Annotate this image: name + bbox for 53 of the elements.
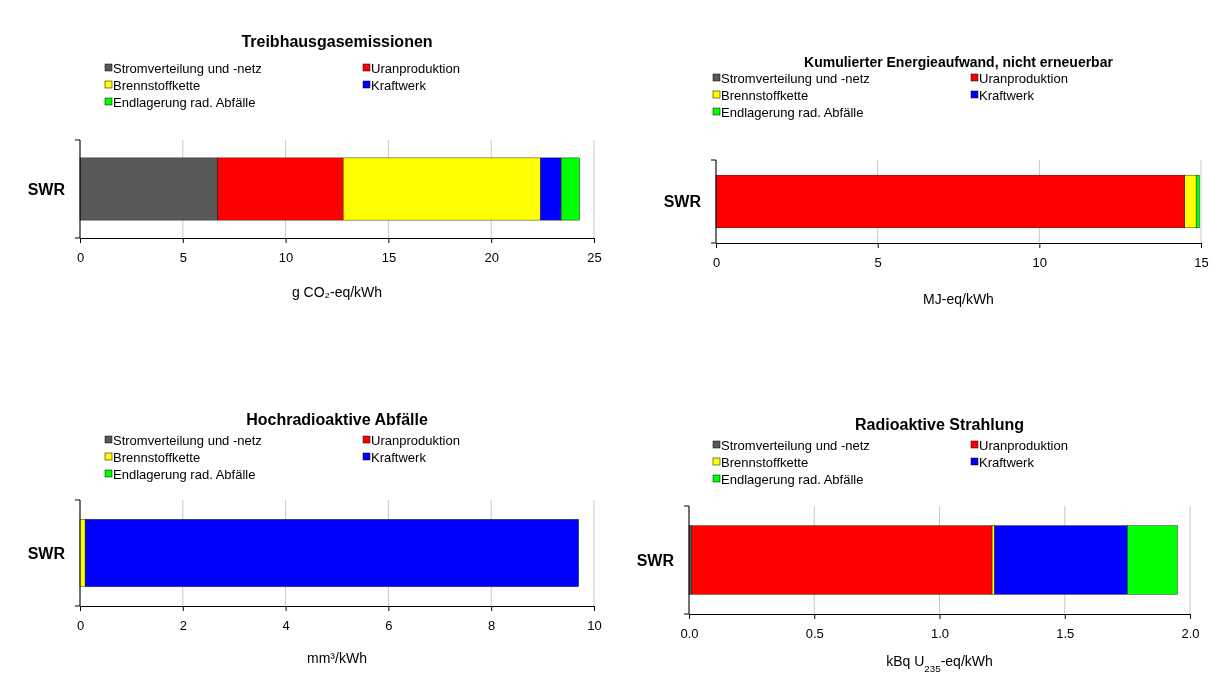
x-tick-label: 15 <box>381 249 397 265</box>
x-axis-title: mm³/kWh <box>307 650 367 666</box>
x-tick-label: 0 <box>712 254 721 270</box>
x-tick-label: 10 <box>587 617 602 633</box>
x-tick-label: 0 <box>76 617 85 633</box>
chart-title: Hochradioaktive Abfälle <box>246 411 428 428</box>
legend-label: Uranproduktion <box>371 60 460 76</box>
legend-label: Stromverteilung und -netz <box>721 437 870 453</box>
x-tick-label: 1.0 <box>930 625 950 641</box>
legend-label: Brennstoffkette <box>113 77 201 93</box>
legend-label: Kraftwerk <box>979 454 1035 470</box>
legend-label: Endlagerung rad. Abfälle <box>113 94 256 110</box>
legend-label: Endlagerung rad. Abfälle <box>721 471 864 487</box>
legend-label: Kraftwerk <box>979 87 1035 103</box>
x-tick-label: 0.0 <box>680 625 699 641</box>
x-axis-title: MJ-eq/kWh <box>923 291 994 307</box>
legend-label: Endlagerung rad. Abfälle <box>721 104 864 120</box>
y-tick-label: SWR <box>636 551 675 569</box>
x-tick-label: 10 <box>1032 254 1048 270</box>
legend-label: Stromverteilung und -netz <box>113 432 262 448</box>
y-tick-label: SWR <box>27 180 66 198</box>
legend-label: Uranproduktion <box>979 437 1068 453</box>
x-tick-label: 8 <box>488 617 496 633</box>
x-tick-label: 20 <box>484 249 499 265</box>
x-tick-label: 15 <box>1194 254 1209 270</box>
legend-label: Brennstoffkette <box>113 449 201 465</box>
legend-label: Uranproduktion <box>371 432 460 448</box>
legend-label: Kraftwerk <box>371 77 427 93</box>
chart-title: Kumulierter Energieaufwand, nicht erneuerbar <box>804 54 1114 70</box>
x-tick-label: 10 <box>278 249 294 265</box>
chart-title: Treibhausgasemissionen <box>241 33 433 50</box>
y-tick-label: SWR <box>663 193 702 211</box>
x-axis-title: g CO₂-eq/kWh <box>291 284 383 300</box>
x-tick-label: 2.0 <box>1181 625 1200 641</box>
legend-label: Endlagerung rad. Abfälle <box>113 466 256 482</box>
x-tick-label: 0.5 <box>805 625 824 641</box>
x-tick-label: 6 <box>385 617 393 633</box>
x-tick-label: 2 <box>179 617 187 633</box>
chart-title: Radioaktive Strahlung <box>855 416 1024 433</box>
legend-label: Stromverteilung und -netz <box>721 70 870 86</box>
legend-label: Brennstoffkette <box>721 87 809 103</box>
legend-label: Kraftwerk <box>371 449 427 465</box>
x-tick-label: 4 <box>282 617 290 633</box>
legend-label: Uranproduktion <box>979 70 1068 86</box>
x-tick-label: 5 <box>179 249 187 265</box>
x-tick-label: 0 <box>76 249 85 265</box>
y-tick-label: SWR <box>27 544 66 562</box>
legend-label: Stromverteilung und -netz <box>113 60 262 76</box>
x-tick-label: 25 <box>587 249 602 265</box>
x-tick-label: 1.5 <box>1056 625 1075 641</box>
legend-label: Brennstoffkette <box>721 454 809 470</box>
x-tick-label: 5 <box>874 254 882 270</box>
x-axis-title: kBq U$_{235}$-eq/kWh <box>886 653 993 674</box>
